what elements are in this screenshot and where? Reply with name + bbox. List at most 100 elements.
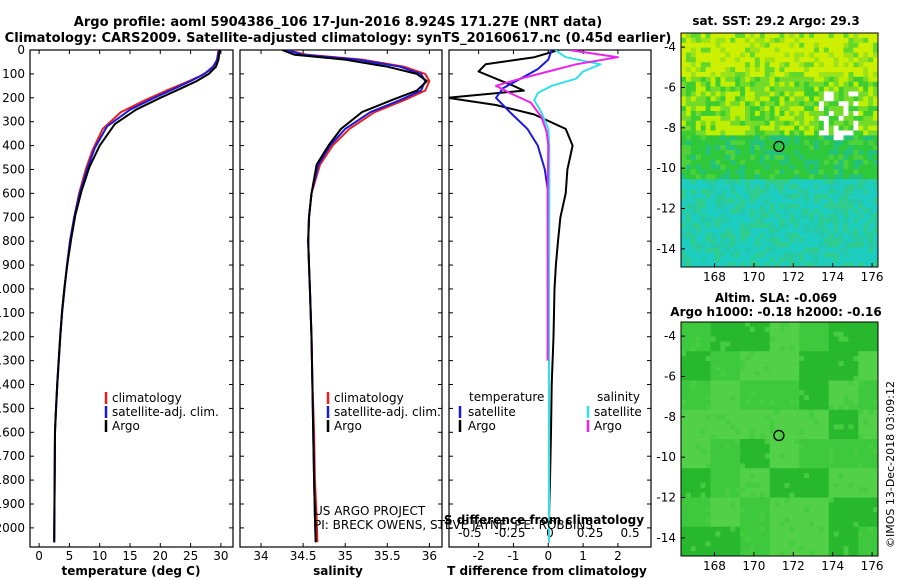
map-cell — [863, 341, 869, 347]
map-cell — [848, 370, 854, 377]
map-cell — [809, 174, 815, 180]
map-cell — [745, 361, 751, 367]
map-cell — [715, 135, 721, 141]
map-cell — [745, 370, 751, 377]
map-cell — [695, 341, 702, 347]
map-cell — [868, 81, 874, 88]
map-cell — [700, 242, 707, 248]
map-cell — [794, 429, 800, 435]
map-cell — [745, 33, 751, 39]
map-cell — [784, 380, 790, 386]
map-cell — [754, 404, 761, 411]
map-cell — [725, 322, 731, 328]
map-cell — [789, 154, 795, 161]
map-cell — [848, 52, 854, 58]
depth-tick-label: 1700 — [0, 449, 25, 463]
map-cell — [695, 252, 702, 258]
map-cell — [759, 546, 766, 552]
map-cell — [774, 193, 780, 200]
map-cell — [779, 453, 785, 459]
map-cell — [873, 223, 879, 229]
map-cell — [700, 361, 707, 367]
map-cell — [804, 551, 810, 557]
difference-profile-lines — [449, 50, 619, 543]
map-cell — [705, 218, 711, 224]
map-cell — [681, 478, 687, 484]
map-cell — [745, 42, 751, 49]
map-cell — [828, 448, 835, 455]
map-cell — [745, 341, 751, 347]
map-cell — [838, 96, 844, 102]
map-cell — [863, 404, 869, 411]
map-cell — [818, 478, 825, 484]
map-cell — [833, 159, 839, 166]
map-cell — [769, 429, 775, 435]
map-cell — [740, 385, 746, 391]
map-cell — [754, 439, 761, 445]
map-cell — [789, 91, 795, 97]
map-cell — [823, 193, 830, 200]
map-cell — [809, 37, 815, 44]
x-tick-label: 34.5 — [290, 549, 317, 563]
map-cell — [695, 346, 702, 352]
map-cell — [848, 322, 854, 328]
map-cell — [735, 375, 741, 381]
map-cell — [804, 409, 810, 416]
map-cell — [818, 145, 825, 151]
map-cell — [804, 365, 810, 372]
map-cell — [863, 507, 869, 513]
map-cell — [754, 130, 761, 136]
map-cell — [873, 419, 879, 425]
map-cell — [794, 62, 800, 68]
map-cell — [789, 33, 795, 39]
map-cell — [759, 502, 766, 508]
map-cell — [799, 419, 805, 425]
map-cell — [794, 322, 800, 328]
map-cell — [863, 526, 869, 533]
map-cell — [720, 458, 726, 464]
map-cell — [838, 47, 844, 53]
map-cell — [735, 140, 741, 146]
map-cell — [735, 135, 741, 141]
map-cell — [843, 33, 849, 39]
argo-location-marker — [773, 429, 785, 442]
map-cell — [784, 512, 790, 518]
map-cell — [779, 473, 785, 479]
map-cell — [685, 526, 692, 533]
map-cell — [745, 419, 751, 425]
map-cell — [863, 76, 869, 83]
map-cell — [799, 115, 805, 122]
map-cell — [828, 257, 835, 263]
map-cell — [725, 57, 731, 63]
map-cell — [838, 424, 844, 430]
map-cell — [715, 395, 721, 401]
map-cell — [754, 507, 761, 513]
map-cell — [764, 106, 771, 112]
map-cell — [848, 237, 854, 244]
map-cell — [863, 262, 869, 268]
map-cell — [754, 247, 761, 253]
map-cell — [745, 536, 751, 542]
depth-tick-label: 600 — [2, 186, 25, 200]
map-cell — [843, 169, 849, 175]
map-cell — [858, 203, 864, 209]
map-cell — [873, 326, 879, 333]
map-cell — [715, 223, 721, 229]
map-cell — [838, 370, 844, 377]
map-cell — [681, 492, 687, 498]
map-cell — [794, 541, 800, 547]
map-cell — [818, 174, 825, 180]
map-cell — [754, 193, 761, 200]
map-cell — [828, 232, 835, 239]
map-cell — [720, 531, 726, 537]
map-cell — [725, 487, 731, 494]
map-cell — [804, 346, 810, 352]
map-cell — [720, 232, 726, 239]
sla-map-title: Altim. SLA: -0.069 — [715, 291, 837, 305]
map-cell — [725, 184, 731, 190]
map-cell — [804, 526, 810, 533]
map-cell — [838, 208, 844, 214]
map-cell — [813, 458, 820, 464]
map-cell — [759, 106, 766, 112]
map-cell — [745, 507, 751, 513]
